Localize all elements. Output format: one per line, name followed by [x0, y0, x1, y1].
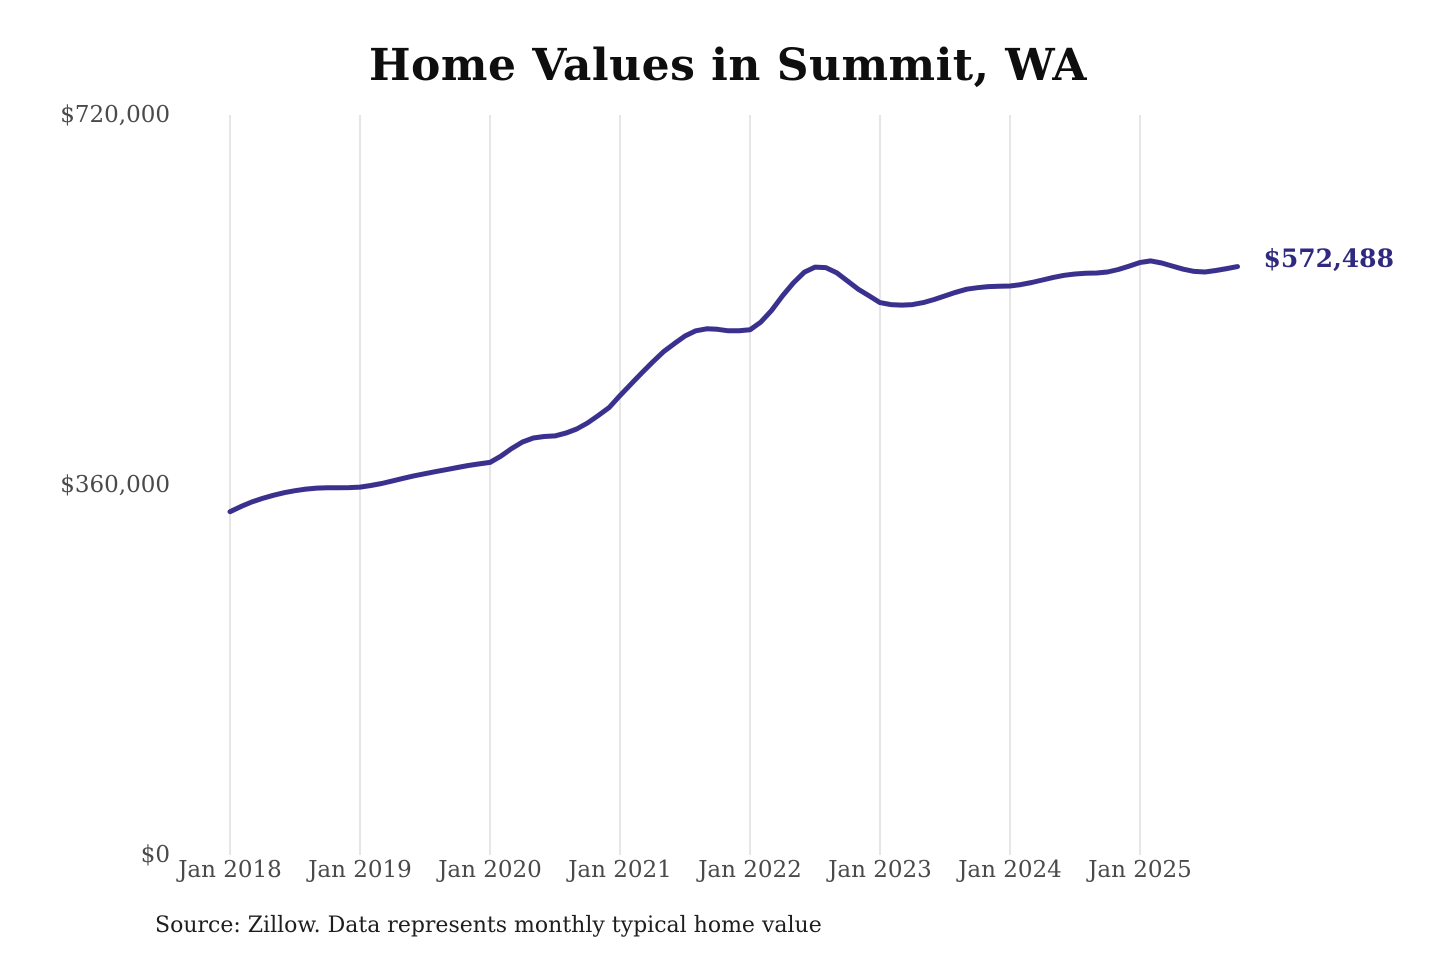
x-axis-label: Jan 2021 [568, 857, 672, 883]
chart-title: Home Values in Summit, WA [368, 40, 1087, 91]
x-axis-label: Jan 2022 [698, 857, 802, 883]
latest-value-label: $572,488 [1263, 243, 1394, 273]
y-axis-label: $720,000 [60, 102, 170, 128]
y-axis-label: $360,000 [60, 472, 170, 498]
x-axis-label: Jan 2025 [1088, 857, 1192, 883]
x-axis-label: Jan 2019 [308, 857, 412, 883]
source-note: Source: Zillow. Data represents monthly … [155, 913, 822, 938]
x-axis-label: Jan 2018 [178, 857, 282, 883]
x-axis-label: Jan 2020 [438, 857, 542, 883]
x-axis-label: Jan 2024 [958, 857, 1062, 883]
value-line [227, 258, 1240, 515]
y-axis-label: $0 [140, 842, 170, 868]
x-axis-label: Jan 2023 [828, 857, 932, 883]
